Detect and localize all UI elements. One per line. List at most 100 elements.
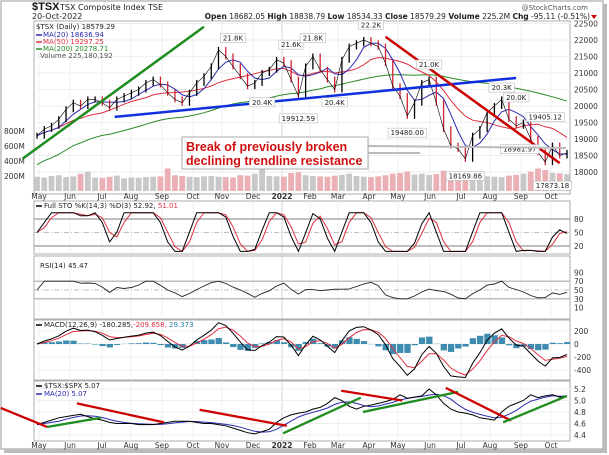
ratio-up_trend-trendline (46, 416, 102, 429)
ohlc-readout: Open 18682.05 High 18838.79 Low 18534.33… (205, 12, 590, 21)
volume-bar (462, 173, 469, 191)
ratio-tick-label: 4.8 (574, 408, 586, 417)
peak-label-box (500, 144, 540, 154)
x-tick-label: Jun (423, 441, 436, 450)
price-tick-label: 18500 (574, 152, 598, 161)
volume-bar (186, 176, 193, 191)
peak-label: 22.2K (361, 21, 382, 29)
legend-rsi: RSI(14) 45.47 (40, 262, 88, 270)
volume-bar (411, 174, 418, 191)
volume-bar (382, 175, 389, 191)
macd-histogram-bar (295, 344, 302, 351)
macd-histogram-bar (208, 339, 215, 344)
macd-histogram-bar (150, 342, 157, 344)
x-tick-label: Dec (246, 441, 261, 450)
price-tick-label: 20000 (574, 102, 598, 111)
symbol: $TSX (32, 1, 60, 13)
volume-bar (244, 175, 251, 191)
down_trend-trendline (384, 35, 561, 165)
peak-label: 21.6K (281, 41, 302, 49)
price-tick-label: 22000 (574, 36, 598, 45)
x-tick-label: Jul (455, 441, 465, 450)
x-tick-label: Apr (363, 192, 377, 201)
peak-label: 19405.12 (529, 114, 562, 122)
peak-label-box (416, 59, 443, 70)
x-tick-label: Sep (155, 441, 169, 450)
frame-shadow (4, 449, 607, 453)
volume-bar (418, 173, 425, 191)
x-tick-label: Oct (187, 441, 200, 450)
macd-histogram-bar (113, 344, 121, 345)
volume-bar (157, 176, 164, 191)
rsi-tick-label: 30 (574, 295, 584, 304)
macd-histogram-bar (360, 341, 368, 344)
legend-macd: MACD(12,26,9) -180.285,-209.658, 29.373 (44, 321, 194, 329)
volume-bar (498, 177, 505, 191)
volume-bar (84, 171, 91, 191)
watermark: @StockCharts.com (522, 4, 589, 12)
volume-bar (527, 171, 534, 191)
x-tick-label: Nov (215, 192, 230, 201)
macd-histogram-bar (375, 344, 382, 347)
volume-bar (469, 175, 476, 191)
macd-histogram-bar (484, 333, 491, 344)
legend-ma50: MA(50) 19297.25 (43, 38, 104, 46)
x-tick-label: Dec (246, 192, 261, 201)
peak-label: 20.4K (325, 99, 346, 107)
peak-label-box (278, 113, 318, 124)
x-tick-label: Oct (187, 192, 200, 201)
price-line (36, 39, 568, 163)
macd-histogram-bar (346, 337, 353, 344)
peak-label-box (532, 180, 572, 191)
x-tick-label: Feb (303, 441, 317, 450)
macd-histogram-bar (222, 342, 230, 344)
peak-label-box (219, 33, 247, 43)
macd-histogram-bar (520, 344, 527, 347)
x-tick-label: Aug (124, 441, 139, 450)
peak-label: 20.0K (506, 94, 527, 102)
volume-bar (331, 175, 338, 191)
macd-histogram-bar (353, 338, 360, 344)
macd-legend: MACD(12,26,9) -180.285,-209.658, 29.373 (36, 321, 194, 329)
volume-bar (208, 176, 215, 191)
macd-tick-label: -400 (574, 366, 591, 375)
ratio-down_trend-trendline (199, 408, 287, 427)
volume-bar (121, 178, 128, 191)
macd-histogram-bar (106, 344, 114, 348)
volume-bar (295, 172, 302, 191)
x-tick-label: Feb (303, 192, 317, 201)
volume-bar (266, 176, 273, 191)
macd-histogram-bar (244, 344, 251, 351)
volume-bar (542, 170, 549, 191)
down-arrow-icon (591, 15, 597, 19)
panel-4 (33, 380, 571, 442)
volume-bar (106, 176, 113, 191)
volume-bar (259, 167, 265, 191)
macd-histogram-bar (411, 344, 418, 346)
macd-histogram-bar (455, 344, 462, 349)
volume-bar (389, 173, 396, 191)
price-tick-label: 20500 (574, 86, 598, 95)
peak-label-box (488, 82, 515, 93)
exchange: TSE (147, 3, 163, 12)
macd-tick-label: 0 (574, 340, 579, 349)
macd-histogram-bar (317, 343, 324, 344)
macd-histogram-bar (491, 335, 498, 344)
volume-bar (535, 168, 541, 191)
peak-label: 19912.59 (282, 115, 315, 123)
sto-tick-label: 50 (574, 229, 584, 238)
volume-bar (143, 177, 149, 191)
ratio-down_trend-trendline (0, 406, 48, 429)
sto-tick-label: 80 (574, 215, 584, 224)
peak-label: 21.8K (303, 35, 324, 43)
macd-histogram-bar (48, 342, 55, 344)
price-tick-label: 21500 (574, 53, 598, 62)
x-tick-label: Jul (455, 192, 465, 201)
volume-bar (309, 176, 316, 191)
price-tick-label: 21000 (574, 69, 598, 78)
peak-label: 20.4K (252, 99, 273, 107)
callout-line-1: Break of previously broken (186, 140, 347, 154)
price-legend: $TSX (Daily) 18579.29 MA(20) 18636.94 MA… (36, 23, 115, 60)
volume-bar (506, 175, 512, 191)
macd-histogram-bar (215, 338, 222, 344)
